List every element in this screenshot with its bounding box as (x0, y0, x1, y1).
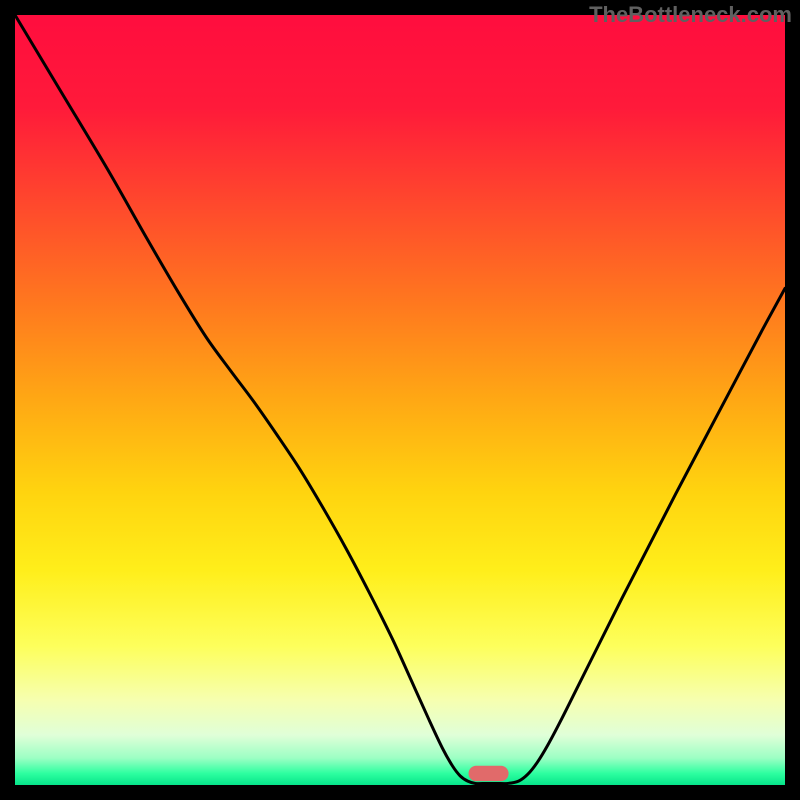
bottleneck-chart (0, 0, 800, 800)
chart-container: TheBottleneck.com (0, 0, 800, 800)
watermark-text: TheBottleneck.com (589, 2, 792, 28)
